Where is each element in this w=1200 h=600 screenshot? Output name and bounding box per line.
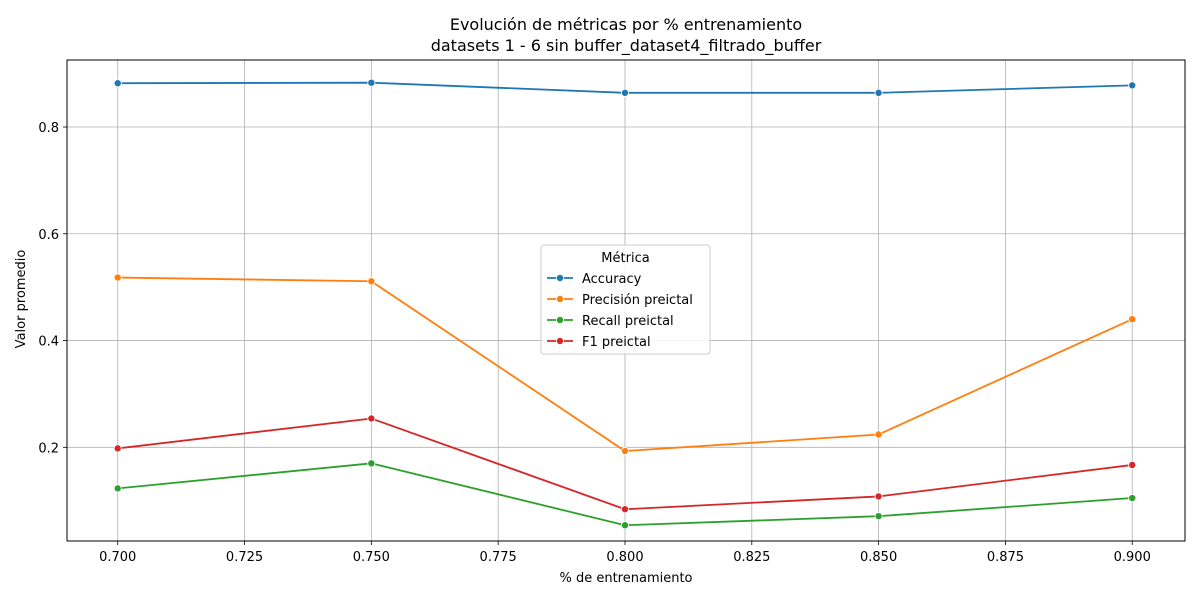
x-tick-label: 0.750 (353, 550, 390, 565)
x-tick-label: 0.775 (480, 550, 517, 565)
y-tick-label: 0.4 (38, 335, 59, 350)
data-point-recall-preictal (367, 459, 376, 468)
y-tick-label: 0.6 (38, 228, 59, 243)
data-point-precisi-n-preictal (620, 447, 629, 456)
x-tick-label: 0.825 (733, 550, 770, 565)
x-axis-ticks: 0.700 0.725 0.750 0.775 0.800 0.825 0.850 0.875… (99, 541, 1151, 565)
data-point-accuracy (367, 78, 376, 87)
legend-swatch-marker (556, 336, 565, 345)
chart-title-line1: Evolución de métricas por % entrenamient… (450, 15, 802, 34)
legend-swatch-marker (556, 294, 565, 303)
data-point-recall-preictal (1128, 494, 1137, 503)
series-layer (113, 78, 1137, 530)
data-point-precisi-n-preictal (874, 430, 883, 439)
legend-label: Accuracy (582, 272, 642, 287)
data-point-accuracy (874, 88, 883, 97)
legend-label: Precisión preictal (582, 293, 693, 308)
data-point-f1-preictal (874, 492, 883, 501)
data-point-precisi-n-preictal (367, 277, 376, 286)
x-tick-label: 0.700 (99, 550, 136, 565)
legend-box (540, 244, 711, 355)
data-point-recall-preictal (113, 484, 122, 493)
data-point-accuracy (620, 88, 629, 97)
x-tick-label: 0.875 (987, 550, 1024, 565)
x-tick-label: 0.850 (860, 550, 897, 565)
data-point-f1-preictal (113, 444, 122, 453)
x-tick-label: 0.725 (226, 550, 263, 565)
data-point-accuracy (1128, 81, 1137, 90)
y-tick-label: 0.2 (38, 441, 59, 456)
data-point-accuracy (113, 79, 122, 88)
y-axis-ticks: 0.2 0.4 0.6 0.8 (38, 121, 67, 456)
legend-title: Métrica (601, 251, 649, 266)
data-point-f1-preictal (367, 414, 376, 423)
plot-frame (66, 59, 1186, 542)
legend-label: Recall preictal (582, 314, 674, 329)
data-point-precisi-n-preictal (113, 273, 122, 282)
data-point-recall-preictal (620, 521, 629, 530)
data-point-f1-preictal (620, 505, 629, 514)
legend: Métrica Accuracy Precisión preictal Recall … (540, 244, 711, 355)
legend-swatch-marker (556, 315, 565, 324)
data-point-f1-preictal (1128, 460, 1137, 469)
y-tick-label: 0.8 (38, 121, 59, 136)
data-point-precisi-n-preictal (1128, 315, 1137, 324)
legend-swatch-marker (556, 273, 565, 282)
data-point-recall-preictal (874, 512, 883, 521)
y-axis-label: Valor promedio (14, 250, 29, 349)
x-tick-label: 0.800 (606, 550, 643, 565)
legend-label: F1 preictal (582, 335, 651, 350)
x-tick-label: 0.900 (1114, 550, 1151, 565)
chart-title-line2: datasets 1 - 6 sin buffer_dataset4_filtr… (431, 36, 822, 56)
x-axis-label: % de entrenamiento (559, 571, 692, 586)
